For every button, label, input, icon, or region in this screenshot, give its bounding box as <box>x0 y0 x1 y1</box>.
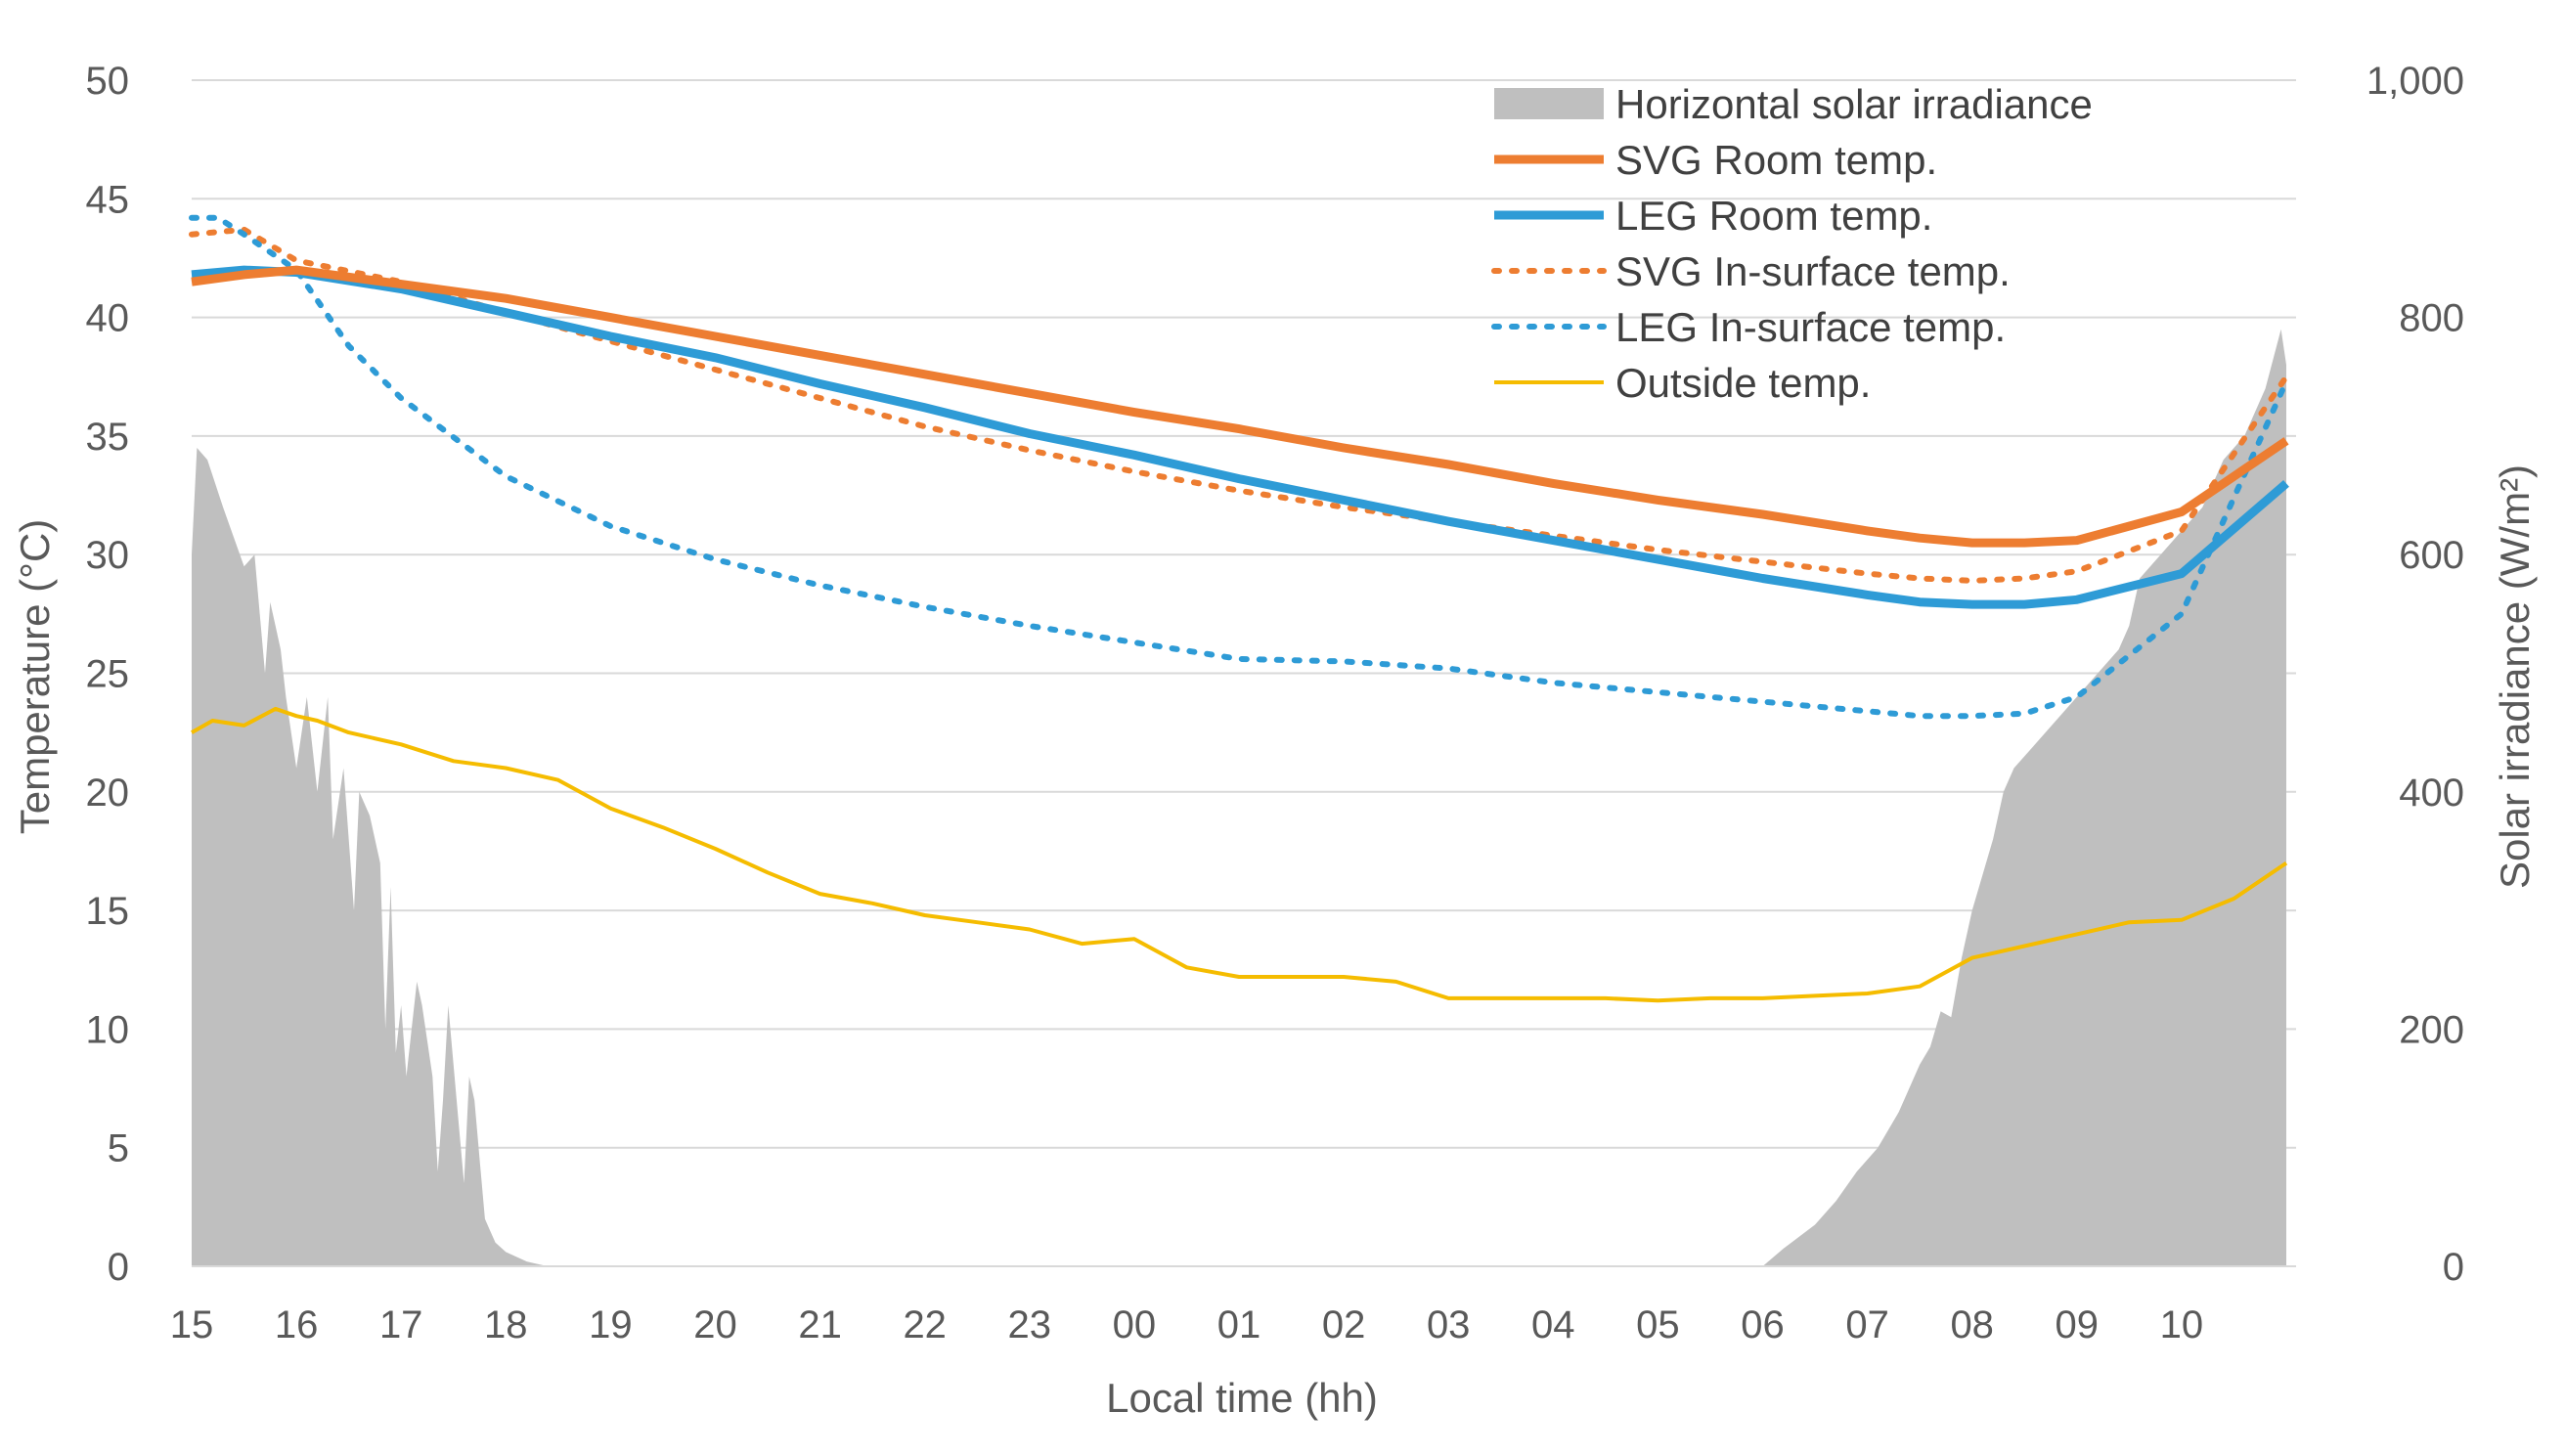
legend-label: Horizontal solar irradiance <box>1615 81 2093 127</box>
y-tick-label: 50 <box>86 60 130 103</box>
x-tick-label: 00 <box>1113 1303 1157 1346</box>
y2-tick-label: 0 <box>2443 1246 2464 1289</box>
y2-tick-label: 400 <box>2399 772 2464 815</box>
legend-label: SVG In-surface temp. <box>1615 248 2011 294</box>
y2-axis-title: Solar irradiance (W/m²) <box>2492 464 2538 889</box>
legend-label: LEG Room temp. <box>1615 193 1932 239</box>
legend-item: LEG In-surface temp. <box>1491 304 2006 350</box>
x-tick-label: 15 <box>170 1303 214 1346</box>
x-tick-label: 02 <box>1322 1303 1366 1346</box>
y2-tick-label: 1,000 <box>2366 60 2464 103</box>
y-axis-title: Temperature (°C) <box>12 519 58 835</box>
x-tick-label: 08 <box>1950 1303 1994 1346</box>
series-line-leg-room <box>191 265 2289 609</box>
legend-label: SVG Room temp. <box>1615 137 1937 183</box>
y-tick-label: 20 <box>86 772 130 815</box>
x-tick-label: 04 <box>1531 1303 1575 1346</box>
gridlines <box>192 79 2296 1267</box>
x-tick-label: 09 <box>2056 1303 2100 1346</box>
x-axis-title: Local time (hh) <box>1106 1375 1378 1421</box>
x-tick-label: 22 <box>903 1303 947 1346</box>
x-tick-label: 16 <box>275 1303 319 1346</box>
series-line-svg-surface <box>189 226 2289 584</box>
axes: Temperature (°C) Solar irradiance (W/m²)… <box>12 60 2538 1421</box>
y-tick-label: 35 <box>86 416 130 459</box>
y-tick-label: 45 <box>86 178 130 221</box>
irradiance-area <box>192 329 2286 1266</box>
y-tick-label: 30 <box>86 534 130 577</box>
y-tick-label: 5 <box>108 1127 129 1170</box>
y2-tick-label: 800 <box>2399 297 2464 340</box>
legend-item: SVG In-surface temp. <box>1491 248 2011 294</box>
series-layer <box>189 214 2289 1003</box>
legend-item: Horizontal solar irradiance <box>1494 81 2093 127</box>
y-tick-label: 10 <box>86 1008 130 1051</box>
x-tick-label: 06 <box>1741 1303 1785 1346</box>
series-line-leg-surface <box>189 214 2289 720</box>
x-tick-label: 23 <box>1008 1303 1052 1346</box>
x-tick-label: 01 <box>1217 1303 1261 1346</box>
legend-item: SVG Room temp. <box>1494 137 1937 183</box>
x-tick-label: 20 <box>693 1303 737 1346</box>
x-tick-label: 21 <box>798 1303 842 1346</box>
irradiance-area-layer <box>192 329 2286 1266</box>
y-tick-label: 15 <box>86 890 130 933</box>
y2-tick-label: 600 <box>2399 534 2464 577</box>
x-tick-label: 07 <box>1845 1303 1889 1346</box>
x-tick-label: 03 <box>1427 1303 1471 1346</box>
x-tick-label: 10 <box>2160 1303 2204 1346</box>
y-tick-label: 25 <box>86 653 130 696</box>
y-tick-label: 0 <box>108 1246 129 1289</box>
legend-item: LEG Room temp. <box>1494 193 1932 239</box>
y-tick-label: 40 <box>86 297 130 340</box>
x-tick-label: 17 <box>379 1303 423 1346</box>
x-tick-label: 19 <box>589 1303 633 1346</box>
x-tick-label: 18 <box>484 1303 528 1346</box>
y2-tick-label: 200 <box>2399 1008 2464 1051</box>
series-line-outside <box>191 706 2288 1003</box>
legend-label: LEG In-surface temp. <box>1615 304 2006 350</box>
legend-swatch <box>1494 88 1604 119</box>
series-line-svg-room <box>191 265 2289 548</box>
legend: Horizontal solar irradiance SVG Room temp… <box>1491 81 2093 406</box>
x-tick-label: 05 <box>1636 1303 1680 1346</box>
legend-item: Outside temp. <box>1494 360 1871 406</box>
legend-label: Outside temp. <box>1615 360 1871 406</box>
